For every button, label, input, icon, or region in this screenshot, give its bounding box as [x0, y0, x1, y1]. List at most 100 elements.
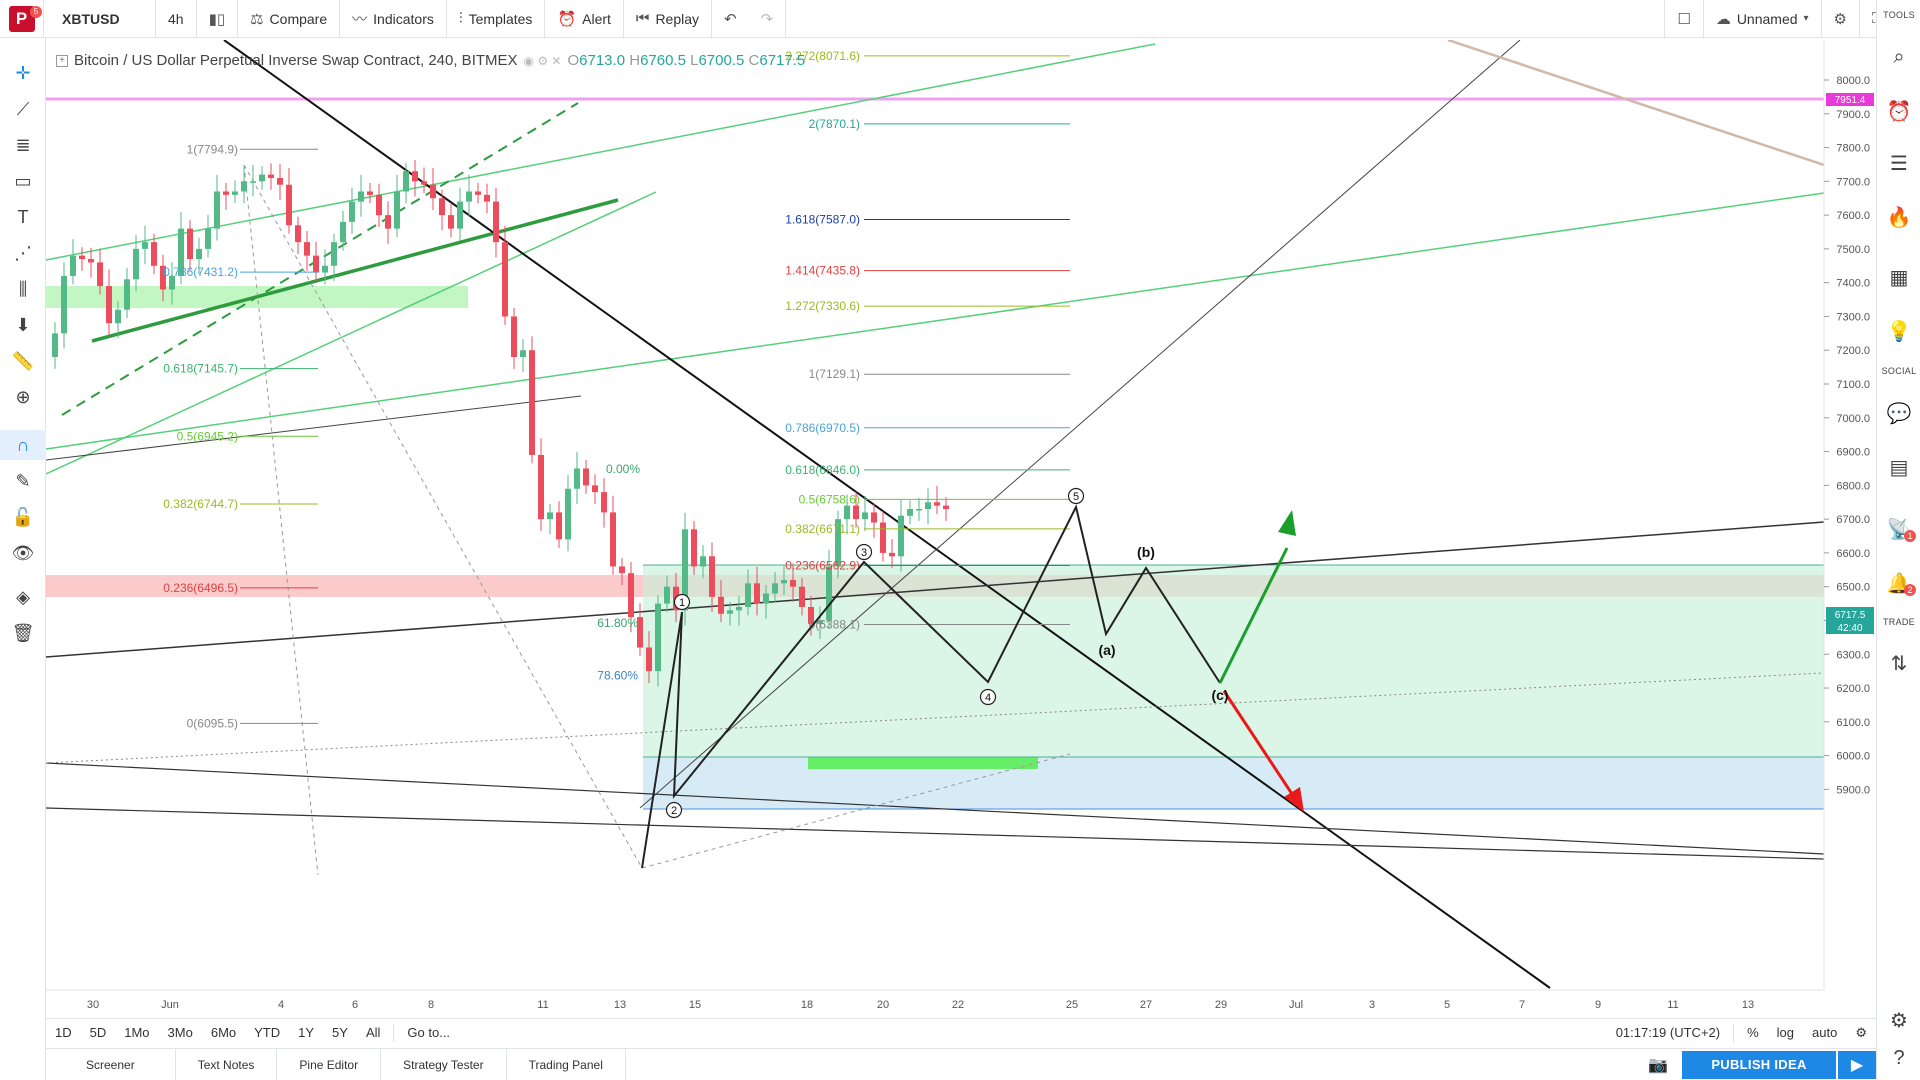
trendline-icon: ⟋	[16, 98, 30, 119]
bullish-scenario-arrow[interactable]	[1218, 547, 1289, 684]
stream-button[interactable]: ▶	[1838, 1050, 1876, 1079]
bearish-scenario-arrow[interactable]	[1222, 690, 1298, 801]
arrow-tool[interactable]: ⬇	[0, 310, 46, 340]
auto-scale-button[interactable]: auto	[1812, 1025, 1838, 1040]
channel-lower-line[interactable]	[46, 191, 657, 475]
object-tree-tool[interactable]: ◈	[0, 582, 46, 612]
forecast-tool[interactable]: ⫼	[0, 274, 46, 304]
candle-body	[601, 492, 607, 513]
range-button-ytd[interactable]: YTD	[254, 1025, 281, 1040]
settings-bug-button[interactable]: ⚙	[1877, 1005, 1920, 1035]
settings-button[interactable]: ⚙	[1822, 0, 1860, 38]
remove-tool[interactable]: 🗑	[0, 618, 46, 648]
price-tick-label: 7800.0	[1836, 143, 1870, 155]
black-rising-line[interactable]	[46, 521, 1824, 658]
indicators-button[interactable]: 〰 Indicators	[340, 0, 447, 38]
long-trend-line[interactable]	[46, 192, 1824, 450]
interval-button[interactable]: 4h	[156, 0, 197, 38]
percent-scale-button[interactable]: %	[1747, 1025, 1759, 1040]
panel-tab-pine-editor[interactable]: Pine Editor	[277, 1048, 382, 1080]
ideas-stream-button[interactable]: ▤	[1877, 452, 1920, 482]
stay-drawing-tool[interactable]: ✎	[0, 466, 46, 496]
candle-body	[466, 191, 472, 202]
candle-body	[322, 265, 328, 273]
bullish-arrowhead	[1278, 510, 1296, 536]
chat-icon: 💬	[1886, 402, 1912, 425]
time-axis-ticks[interactable]: 30 Jun 4 6 8 11 13 15 18 20 22 25 27 29 Jul 3 5 7 9 11 13	[87, 999, 1754, 1011]
calendar-button[interactable]: ▦	[1877, 262, 1920, 292]
range-button-1d[interactable]: 1D	[55, 1025, 72, 1040]
candle-body	[610, 512, 616, 567]
redo-icon: ↷	[760, 10, 774, 28]
measure-tool[interactable]: 📏	[0, 346, 46, 376]
collapse-legend-icon[interactable]: +	[56, 54, 68, 67]
chart-style-button[interactable]: ▮▯	[197, 0, 239, 38]
trendline-tool[interactable]: ⟋	[0, 94, 46, 124]
lock-tool[interactable]: 🔓	[0, 502, 46, 532]
pencil-lock-icon: ✎	[15, 470, 31, 491]
undo-button[interactable]: ↶	[712, 0, 749, 38]
replay-button[interactable]: ⏮ Replay	[624, 0, 713, 38]
panel-tab-text-notes[interactable]: Text Notes	[176, 1048, 278, 1080]
panel-tab-trading-panel[interactable]: Trading Panel	[507, 1048, 626, 1080]
bold-trend-line[interactable]	[91, 198, 619, 343]
redo-button[interactable]: ↷	[749, 0, 787, 38]
brown-downtrend-line[interactable]	[1447, 40, 1824, 167]
dom-button[interactable]: ⇅	[1877, 648, 1920, 678]
panel-tab-strategy-tester[interactable]: Strategy Tester	[381, 1048, 507, 1080]
hide-tool[interactable]: 👁	[0, 538, 46, 568]
candle-body	[133, 248, 139, 280]
alerts-button[interactable]: ⏰	[1877, 96, 1920, 126]
layout-menu-button[interactable]: ☁ Unnamed ▾	[1704, 0, 1822, 38]
price-axis[interactable]	[1824, 40, 1876, 990]
shape-tool[interactable]: ▭	[0, 166, 46, 196]
black-thin-line-a[interactable]	[46, 395, 582, 461]
camera-icon[interactable]: 📷	[1648, 1056, 1668, 1074]
black-steep-line[interactable]	[639, 40, 1521, 809]
templates-button[interactable]: ⫶ Templates	[447, 0, 546, 38]
chat-button[interactable]: 💬	[1877, 398, 1920, 428]
fib-right-level-label: 2.272(8071.6)	[785, 49, 860, 63]
crosshair-tool[interactable]: ✛	[0, 58, 46, 88]
goto-button[interactable]: Go to...	[407, 1025, 451, 1040]
zone-top-pct-label: 0.00%	[606, 462, 640, 476]
range-button-all[interactable]: All	[365, 1025, 381, 1040]
utc-clock[interactable]: 01:17:19 (UTC+2)	[1615, 1025, 1721, 1040]
data-window-button[interactable]: ☰	[1877, 148, 1920, 178]
price-chart[interactable]: 1(7794.9) 0.786(7431.2) 0.618(7145.7) 0.5(6…	[0, 0, 1876, 1018]
fullscreen-button[interactable]: ☐	[1664, 0, 1704, 38]
range-button-3mo[interactable]: 3Mo	[167, 1025, 193, 1040]
legend-eye-icon[interactable]: ◉ ⚙ ✕	[523, 53, 562, 68]
pattern-tool[interactable]: ⋰	[0, 238, 46, 268]
alert-button[interactable]: ⏰ Alert	[545, 0, 624, 38]
text-tool[interactable]: T	[0, 202, 46, 232]
watchlist-button[interactable]: ⌕	[1877, 42, 1920, 72]
magnet-tool[interactable]: ∩	[0, 430, 46, 460]
major-downtrend-line[interactable]	[223, 40, 1551, 989]
range-button-1mo[interactable]: 1Mo	[124, 1025, 150, 1040]
range-button-5d[interactable]: 5D	[89, 1025, 107, 1040]
compare-button[interactable]: ⚖ Compare	[238, 0, 341, 38]
black-falling-line-a[interactable]	[46, 762, 1824, 855]
range-button-6mo[interactable]: 6Mo	[210, 1025, 237, 1040]
symbol-search-button[interactable]: XBTUSD	[44, 0, 156, 38]
ideas-button[interactable]: 💡	[1877, 316, 1920, 346]
panel-tab-screener[interactable]: Screener	[46, 1048, 176, 1080]
help-button[interactable]: ?	[1877, 1043, 1920, 1073]
publish-idea-button[interactable]: PUBLISH IDEA	[1682, 1050, 1836, 1079]
fib-tool[interactable]: ≣	[0, 130, 46, 160]
log-scale-button[interactable]: log	[1776, 1025, 1795, 1040]
dotted-line	[46, 672, 1824, 764]
zoom-tool[interactable]: ⊕	[0, 382, 46, 412]
scale-settings-button[interactable]: ⚙	[1846, 1025, 1876, 1041]
dashed-trend-line[interactable]	[61, 102, 579, 416]
app-logo[interactable]: P 5	[0, 0, 44, 38]
range-button-5y[interactable]: 5Y	[332, 1025, 348, 1040]
wave-label-text: (b)	[1137, 544, 1155, 560]
elliott-wave-path[interactable]	[641, 504, 1221, 869]
channel-upper-line[interactable]	[46, 43, 1156, 261]
hotlist-button[interactable]: 🔥	[1877, 202, 1920, 232]
trade-section-label: TRADE	[1882, 617, 1915, 627]
black-falling-line-b[interactable]	[46, 807, 1824, 860]
range-button-1y[interactable]: 1Y	[298, 1025, 315, 1040]
